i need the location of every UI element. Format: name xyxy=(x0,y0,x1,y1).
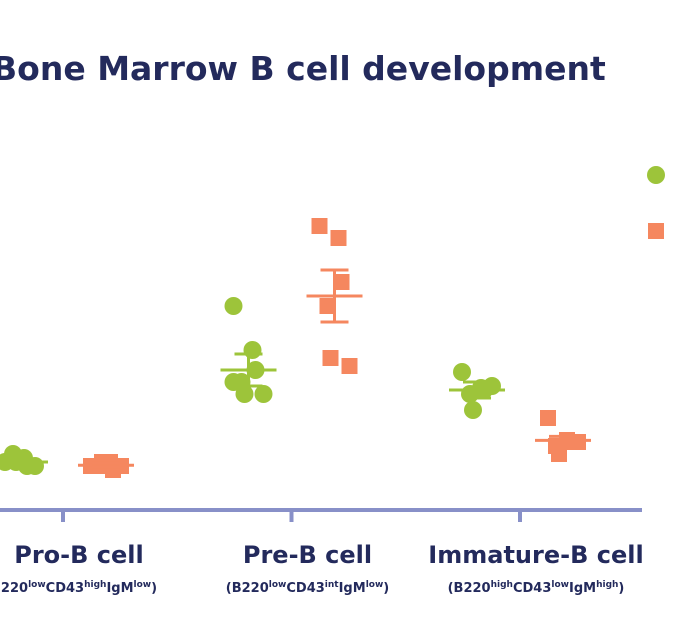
x-sub-label: (B220lowCD43intIgMlow) xyxy=(226,580,389,596)
data-point xyxy=(319,298,336,314)
sub-label-part: CD43 xyxy=(286,581,324,596)
data-point xyxy=(333,274,350,290)
superscript: low xyxy=(28,580,46,590)
sub-label-part: ) xyxy=(383,581,389,596)
data-point xyxy=(311,218,328,234)
error-bar xyxy=(463,380,491,400)
sub-label-part: ) xyxy=(151,581,157,596)
error-bar xyxy=(234,352,263,388)
sub-label-part: ) xyxy=(618,581,624,596)
sub-label-part: CD43 xyxy=(46,581,84,596)
superscript: high xyxy=(84,580,106,590)
error-bar xyxy=(92,461,120,469)
data-point xyxy=(551,446,567,462)
data-point xyxy=(224,373,243,391)
data-point xyxy=(483,377,501,395)
data-point xyxy=(322,350,339,366)
superscript: low xyxy=(366,580,384,590)
data-point xyxy=(235,385,254,403)
data-point xyxy=(570,434,586,450)
data-point xyxy=(341,358,358,374)
chart-title: Bone Marrow B cell development xyxy=(0,49,606,88)
data-point xyxy=(453,363,471,381)
data-point xyxy=(464,401,482,419)
superscript: int xyxy=(325,580,339,590)
superscript: high xyxy=(491,580,513,590)
sub-label-part: (B220 xyxy=(448,581,491,596)
superscript: low xyxy=(551,580,569,590)
sub-label-part: CD43 xyxy=(513,581,551,596)
superscript: low xyxy=(269,580,287,590)
data-point xyxy=(330,230,347,246)
legend-marker xyxy=(647,166,665,184)
data-point xyxy=(254,385,273,403)
x-tick-label: Immature-B cell xyxy=(428,541,643,569)
data-point xyxy=(243,341,262,359)
superscript: high xyxy=(596,580,618,590)
sub-label-part: IgM xyxy=(106,581,133,596)
legend-marker xyxy=(648,223,664,239)
data-point xyxy=(540,410,556,426)
sub-label-part: IgM xyxy=(339,581,366,596)
sub-label-part: IgM xyxy=(569,581,596,596)
superscript: low xyxy=(134,580,152,590)
error-bar xyxy=(6,457,34,467)
sub-label-part: 220 xyxy=(1,581,28,596)
x-tick-label: Pro-B cell xyxy=(14,541,143,569)
sub-label-part: (B220 xyxy=(226,581,269,596)
x-tick-label: Pre-B cell xyxy=(243,541,372,569)
x-sub-label: (B220highCD43lowIgMhigh) xyxy=(448,580,625,596)
x-sub-label: 220lowCD43highIgMlow) xyxy=(1,580,157,596)
data-point xyxy=(224,297,243,315)
error-bar xyxy=(320,268,349,324)
error-bar xyxy=(549,434,577,446)
